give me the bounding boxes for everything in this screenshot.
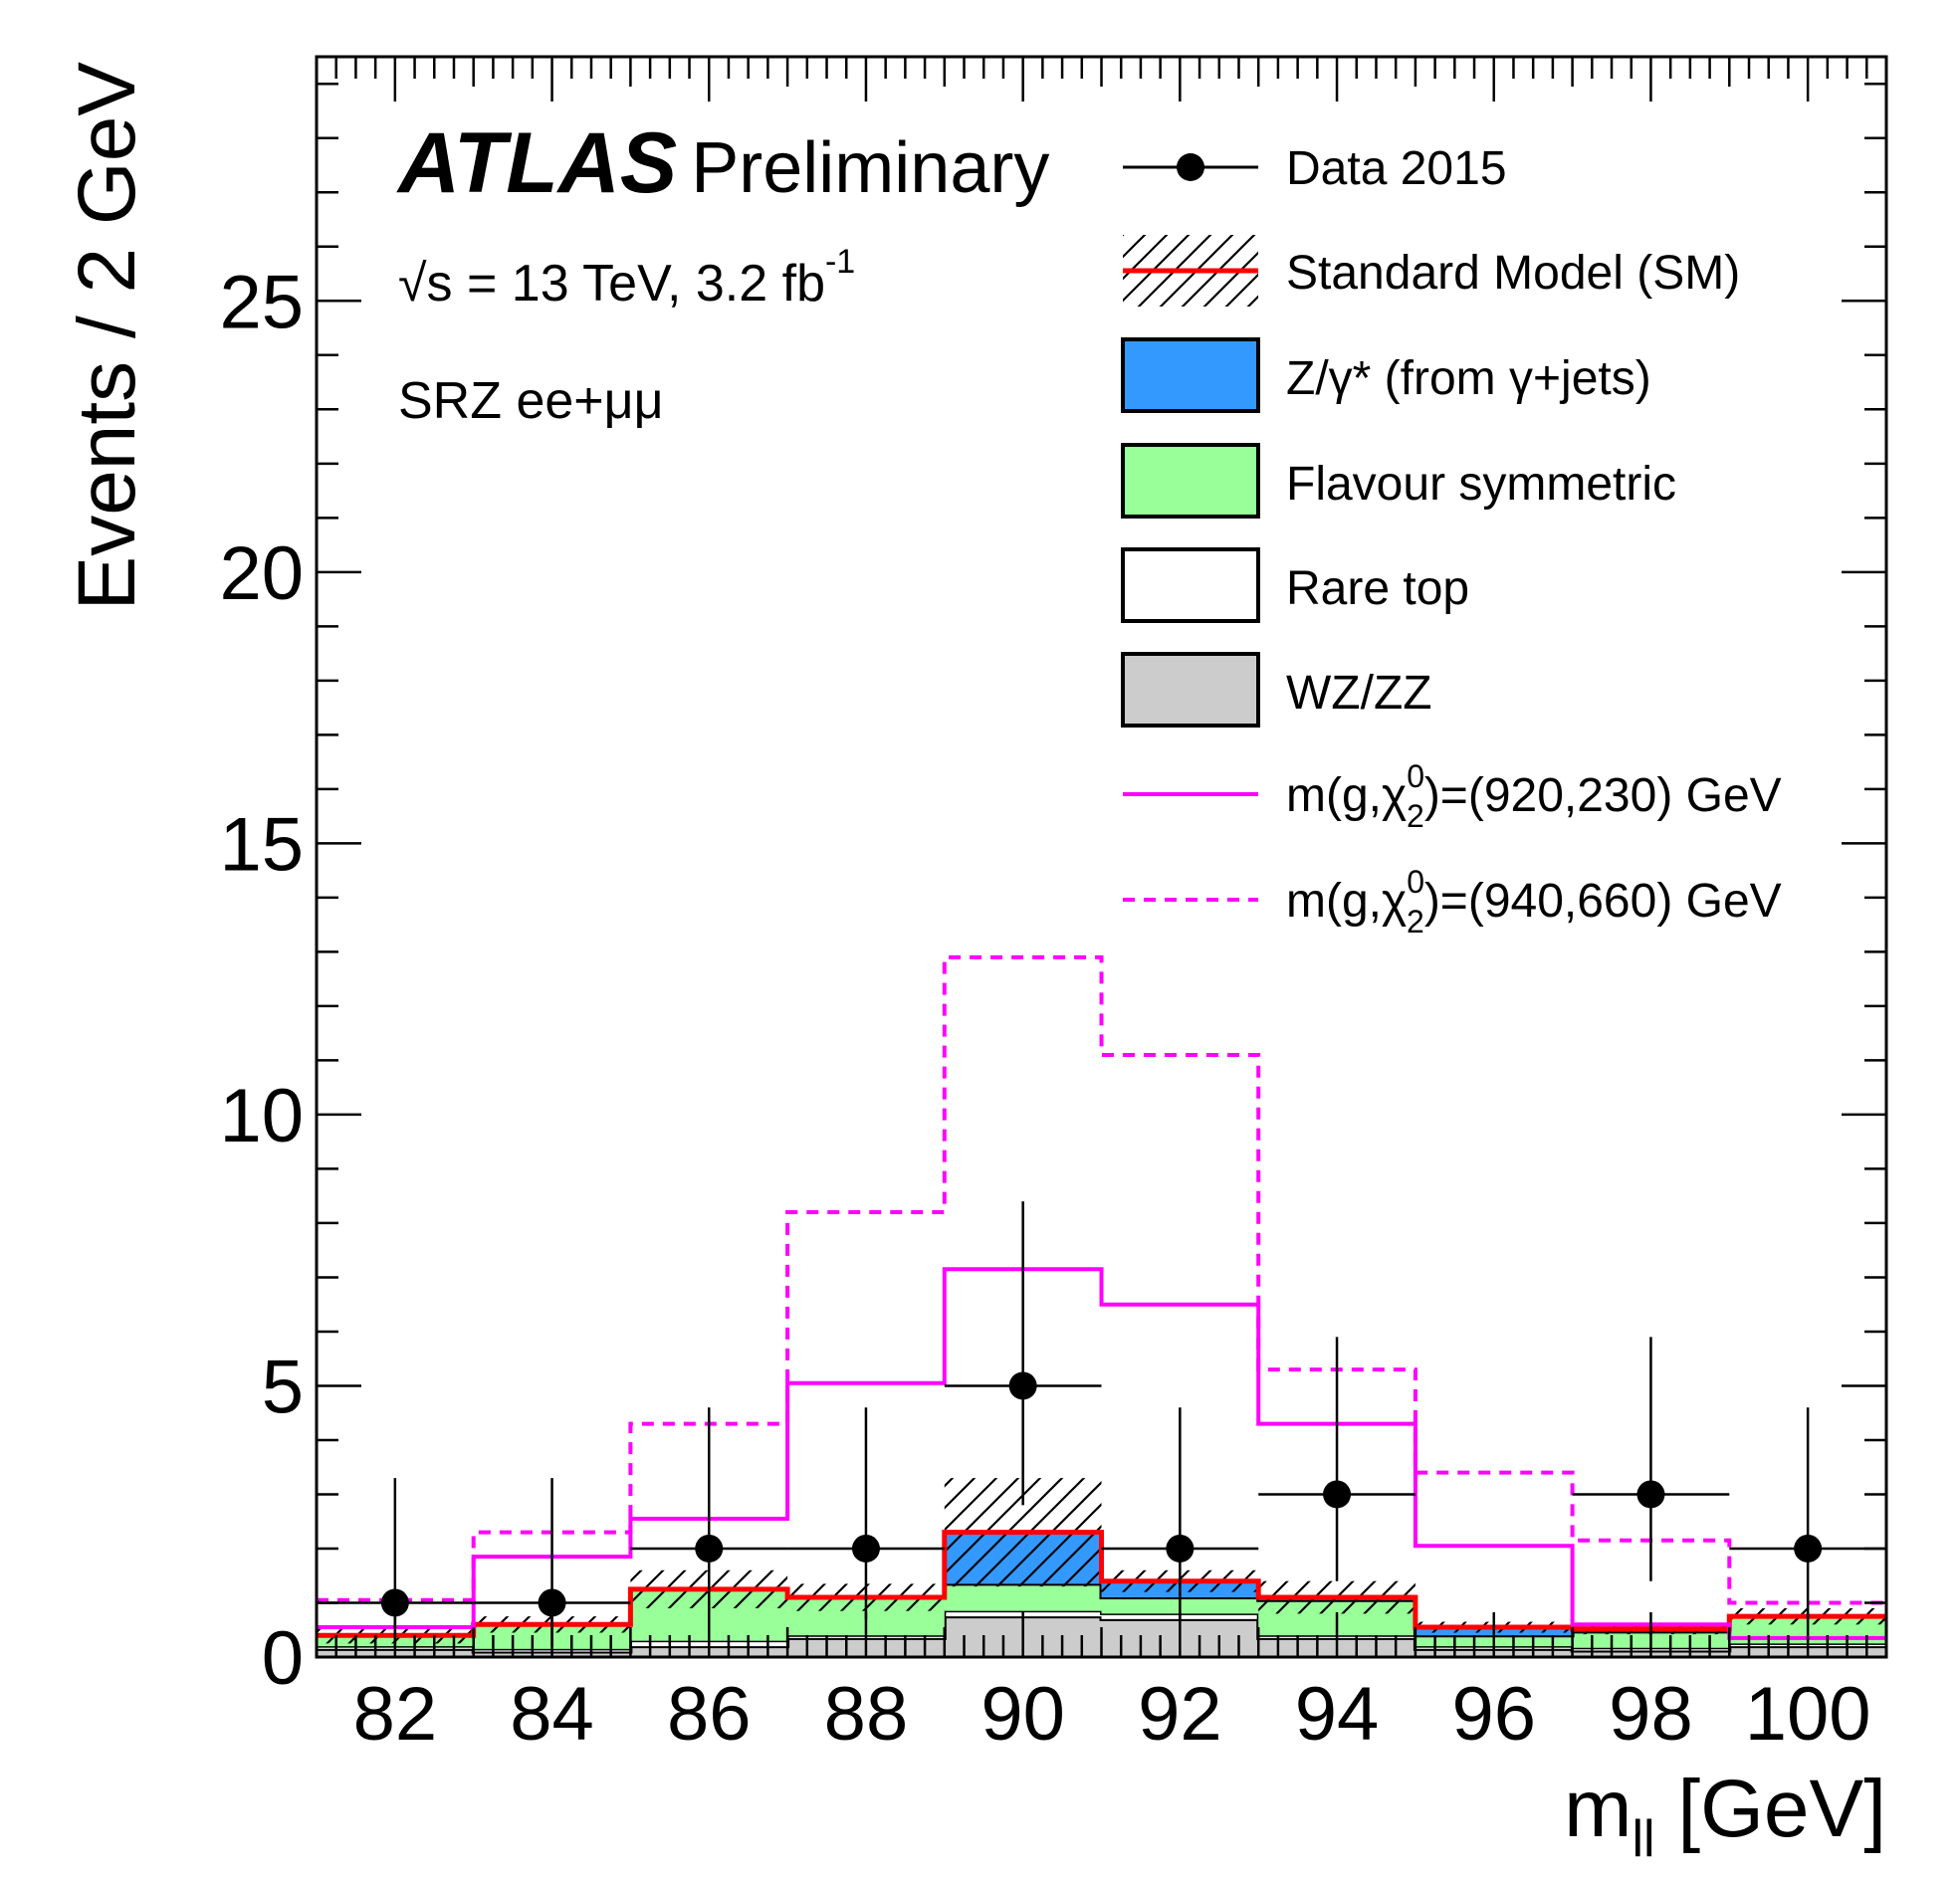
xtick-label-100: 100 — [1745, 1672, 1871, 1757]
x-axis-title: mll [GeV] — [1564, 1764, 1886, 1868]
data-marker-5 — [1166, 1534, 1195, 1563]
x-axis-title-main: m — [1564, 1764, 1632, 1854]
legend-entry-zgamma: Z/γ* (from γ+jets) — [1121, 337, 1651, 413]
legend-label-flavour-symmetric: Flavour symmetric — [1286, 458, 1676, 511]
data-marker-1 — [538, 1588, 566, 1617]
data-point-6 — [1258, 1337, 1416, 1581]
legend-entry-flavour-symmetric: Flavour symmetric — [1121, 443, 1676, 519]
xtick-label-84: 84 — [510, 1672, 594, 1757]
atlas-label: ATLAS Preliminary — [396, 115, 1049, 211]
plot-area — [315, 55, 1888, 1659]
x-axis-title-sub: ll — [1632, 1810, 1654, 1868]
x-axis-title-unit: [GeV] — [1655, 1764, 1886, 1854]
legend: Data 2015 Standard Model (SM) Z/γ* (from… — [1121, 142, 1782, 940]
legend-label-zgamma: Z/γ* (from γ+jets) — [1286, 352, 1651, 405]
legend-entry-wzzz: WZ/ZZ — [1121, 652, 1432, 728]
atlas-logo-text: ATLAS — [396, 115, 677, 211]
axis-ticks — [315, 57, 1888, 1659]
legend-entry-data: Data 2015 — [1123, 142, 1507, 195]
xtick-label-88: 88 — [824, 1672, 909, 1757]
legend-label-signal-940-660: m(g,χ0 2)=(940,660) GeV — [1286, 864, 1782, 940]
legend-entry-rare-top: Rare top — [1121, 547, 1469, 623]
data-marker-6 — [1323, 1480, 1352, 1509]
data-marker-3 — [851, 1534, 880, 1563]
legend-entry-signal-920-230: m(g,χ0 2)=(920,230) GeV — [1123, 758, 1782, 834]
fs-bin-4 — [944, 1583, 1102, 1611]
region-label: SRZ ee+μμ — [398, 372, 664, 430]
data-marker-8 — [1636, 1480, 1665, 1509]
ytick-label-10: 10 — [219, 1074, 304, 1158]
energy-text: = 13 TeV, 3.2 fb — [453, 255, 825, 313]
legend-entry-sm: Standard Model (SM) — [1123, 235, 1740, 307]
xtick-label-94: 94 — [1295, 1672, 1380, 1757]
legend-label-sm: Standard Model (SM) — [1286, 247, 1740, 300]
data-point-4 — [944, 1201, 1102, 1506]
xtick-label-86: 86 — [667, 1672, 752, 1757]
info-block: ATLAS Preliminary √s = 13 TeV, 3.2 fb-1 S… — [396, 115, 1049, 430]
y-axis-title: Events / 2 GeV — [62, 62, 152, 611]
legend-label-rare-top: Rare top — [1286, 562, 1469, 615]
legend-label-data: Data 2015 — [1286, 142, 1507, 195]
signal-940-660-line — [317, 954, 1886, 1605]
energy-lumi-label: √s = 13 TeV, 3.2 fb-1 — [398, 243, 855, 313]
y-tick-labels: 0 5 10 15 20 25 — [219, 260, 304, 1701]
xtick-label-82: 82 — [353, 1672, 438, 1757]
legend-label-signal-920-230: m(g,χ0 2)=(920,230) GeV — [1286, 758, 1782, 834]
data-point-3 — [787, 1407, 945, 1619]
xtick-label-96: 96 — [1451, 1672, 1536, 1757]
sqrt-s-text: √s — [398, 255, 453, 313]
xtick-label-92: 92 — [1138, 1672, 1222, 1757]
data-point-8 — [1572, 1337, 1730, 1581]
ytick-label-15: 15 — [219, 802, 304, 887]
data-marker-0 — [380, 1588, 409, 1617]
ytick-label-20: 20 — [219, 531, 304, 616]
data-point-5 — [1101, 1407, 1259, 1619]
ytick-label-25: 25 — [219, 260, 304, 344]
data-point-2 — [630, 1407, 788, 1619]
data-marker-9 — [1794, 1534, 1823, 1563]
preliminary-text: Preliminary — [691, 128, 1049, 208]
lumi-superscript: -1 — [825, 243, 855, 281]
ytick-label-5: 5 — [262, 1345, 304, 1429]
signal-920-230-line — [317, 1267, 1886, 1640]
ytick-label-0: 0 — [262, 1616, 304, 1701]
data-marker-4 — [1008, 1371, 1037, 1400]
xtick-label-98: 98 — [1609, 1672, 1693, 1757]
data-point-9 — [1729, 1407, 1886, 1619]
legend-label-wzzz: WZ/ZZ — [1286, 667, 1432, 720]
legend-entry-signal-940-660: m(g,χ0 2)=(940,660) GeV — [1123, 864, 1782, 940]
data-marker-2 — [695, 1534, 724, 1563]
xtick-label-90: 90 — [980, 1672, 1065, 1757]
x-tick-labels: 82 84 86 88 90 92 94 96 98 100 — [353, 1672, 1871, 1757]
